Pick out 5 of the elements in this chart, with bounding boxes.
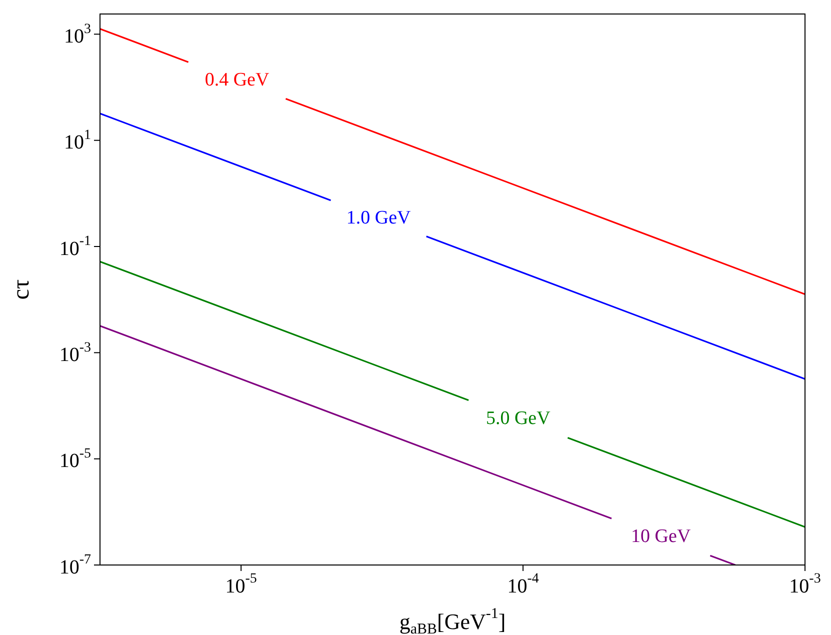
series-label: 1.0 GeV xyxy=(346,207,412,228)
series-label: 5.0 GeV xyxy=(486,408,551,429)
y-axis-title: cτ xyxy=(8,278,34,300)
series-label: 0.4 GeV xyxy=(204,69,270,90)
series-label: 10 GeV xyxy=(631,526,691,548)
